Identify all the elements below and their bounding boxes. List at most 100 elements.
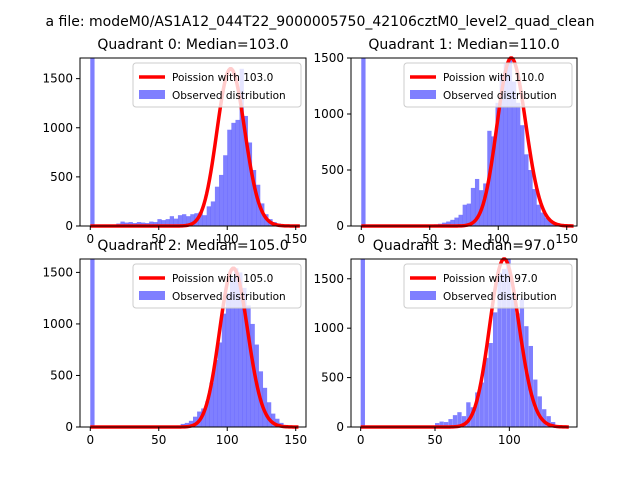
histogram-bar [275,418,280,427]
histogram-bar [214,186,220,226]
histogram-bar [243,115,248,226]
legend-box [132,62,302,108]
histogram-bar [136,222,142,226]
histogram-bar [461,416,467,427]
y-tick-label: 500 [50,170,73,184]
histogram-bar [210,201,216,226]
histogram-bar [182,214,187,226]
histogram-bar [462,204,467,226]
histogram-bar [360,259,365,427]
histogram-bar [532,189,537,226]
histogram-bar [470,187,476,226]
legend-bar-swatch [139,291,165,300]
legend: Poission with 105.0 Observed distribution [132,263,302,309]
histogram-bar [483,183,488,226]
legend-label-observed: Observed distribution [172,291,286,303]
histogram-bar [153,222,158,226]
legend-label-poisson: Poission with 103.0 [172,72,273,84]
legend: Poission with 97.0 Observed distribution [403,263,573,309]
histogram-bar [470,407,475,427]
y-tick-label: 1000 [42,317,73,331]
y-tick-label: 0 [65,219,73,233]
x-tick-label: 100 [498,433,521,447]
y-tick-label: 500 [50,368,73,382]
y-tick-label: 1500 [313,272,344,286]
histogram-bar [524,154,529,226]
histogram-bar [177,215,183,226]
histogram-bar [262,387,268,427]
y-tick-label: 0 [336,420,344,434]
y-tick-label: 500 [321,371,344,385]
x-tick-label: 150 [284,433,307,447]
histogram-bar [520,125,525,226]
histogram-bar [120,221,125,226]
y-tick-label: 1000 [313,107,344,121]
subplot-title: Quadrant 2: Median=105.0 [97,238,288,254]
histogram-bar [450,219,455,226]
histogram-bar [186,216,191,226]
x-tick-label: 50 [151,433,166,447]
histogram-bar [209,382,214,427]
histogram-bar [474,178,480,226]
histogram-bar [173,218,179,226]
histogram-bar [206,206,211,226]
legend-bar-swatch [139,90,165,99]
y-tick-label: 1000 [313,321,344,335]
histogram-bar [169,216,174,226]
histogram-bar [466,402,471,427]
axes-frame [79,258,307,428]
x-tick-label: 0 [86,232,94,246]
x-tick-label: 50 [151,232,166,246]
histogram-bar [193,416,198,427]
histogram-bar [271,413,276,427]
histogram-bar [446,221,451,226]
histogram-bar [484,357,489,427]
histogram-bar [515,313,520,427]
histogram-bar [234,268,239,427]
histogram-bar [479,382,484,427]
histogram-bar [161,220,166,226]
histogram-bar [546,416,551,427]
legend: Poission with 103.0 Observed distribution [132,62,302,108]
legend-box [132,263,302,309]
histogram-bar [544,217,550,226]
histogram-bar [516,102,521,226]
histogram-bar [266,402,272,427]
legend-label-observed: Observed distribution [443,291,557,303]
histogram-bar [188,420,194,427]
y-tick-label: 500 [321,163,344,177]
x-tick-label: 0 [357,232,365,246]
histogram-bar [247,142,253,226]
histogram-bar [488,343,493,427]
x-tick-label: 150 [555,232,578,246]
histogram-bar [231,122,236,226]
histogram-bar [227,129,232,226]
histogram-bar [217,342,222,427]
x-tick-label: 50 [427,433,442,447]
y-tick-label: 0 [65,420,73,434]
histogram-bar [510,293,516,427]
histogram-bar [452,415,458,427]
histogram-bar [536,204,541,226]
y-tick-label: 1000 [42,121,73,135]
histogram-bar [507,58,513,226]
histogram-bar [205,401,210,427]
y-tick-label: 1500 [42,72,73,86]
legend-box [403,62,573,108]
histogram-bar [90,259,95,427]
histogram-bar [501,268,507,427]
axes-frame [350,258,578,428]
histogram-bar [519,298,525,427]
legend-label-observed: Observed distribution [443,90,557,102]
histogram-bar [497,272,502,427]
histogram-bar [201,408,206,427]
histogram-bar [495,102,500,226]
histogram-bar [457,412,462,427]
histogram-bar [548,221,554,226]
